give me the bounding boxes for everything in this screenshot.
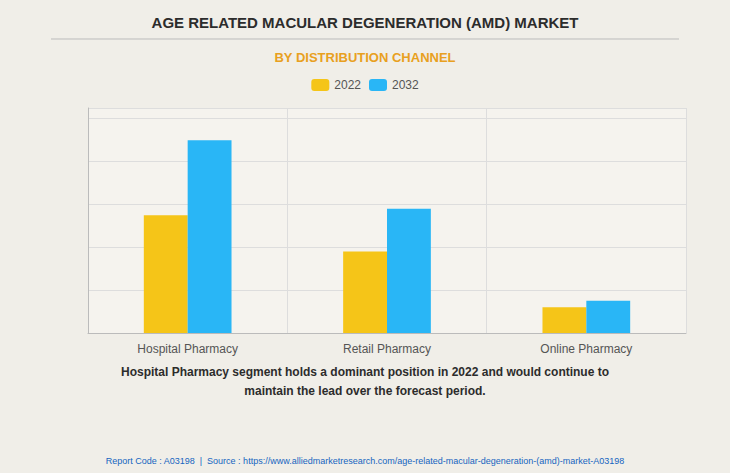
svg-text:2032: 2032 bbox=[392, 78, 419, 92]
svg-text:Hospital Pharmacy: Hospital Pharmacy bbox=[137, 342, 238, 356]
svg-text:Retail Pharmacy: Retail Pharmacy bbox=[343, 342, 431, 356]
svg-text:2022: 2022 bbox=[334, 78, 361, 92]
svg-text:BY DISTRIBUTION CHANNEL: BY DISTRIBUTION CHANNEL bbox=[274, 50, 455, 65]
svg-text:Hospital Pharmacy segment hold: Hospital Pharmacy segment holds a domina… bbox=[121, 365, 609, 379]
svg-text:AGE RELATED MACULAR DEGENERATI: AGE RELATED MACULAR DEGENERATION (AMD) M… bbox=[152, 14, 579, 31]
svg-text:Online Pharmacy: Online Pharmacy bbox=[540, 342, 632, 356]
svg-text:maintain the lead over the for: maintain the lead over the forecast peri… bbox=[244, 384, 485, 398]
svg-text:Report Code : A03198 | Sourc: Report Code : A03198 | Source : https://… bbox=[106, 456, 625, 466]
